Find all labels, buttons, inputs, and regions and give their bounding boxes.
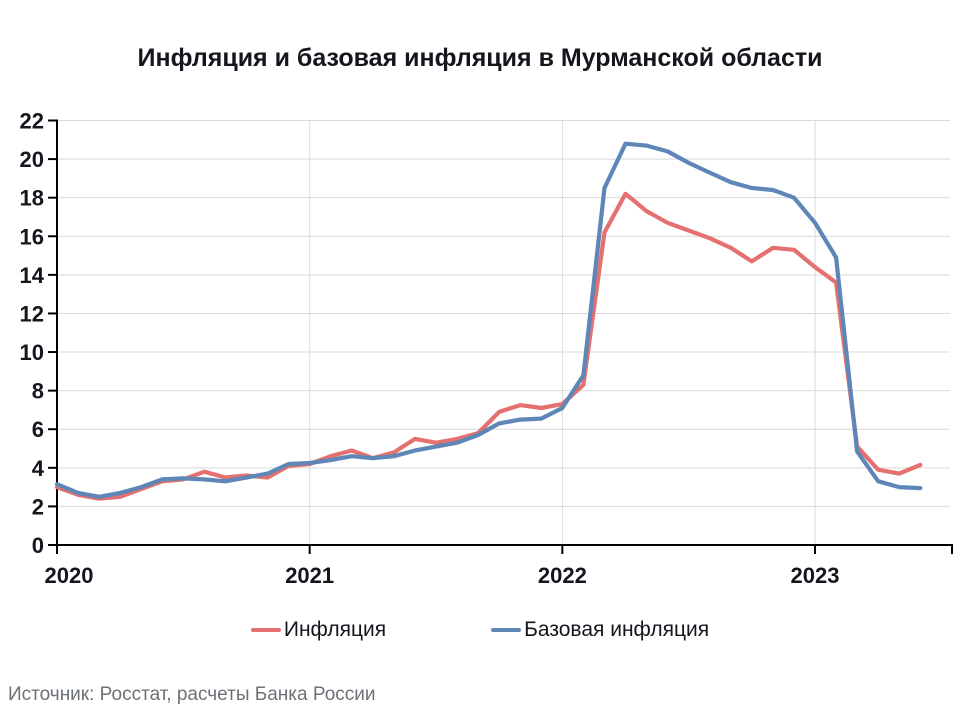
x-tick-label: 2021	[285, 563, 334, 588]
y-tick-label: 14	[20, 263, 45, 288]
chart-title: Инфляция и базовая инфляция в Мурманской…	[137, 44, 823, 72]
y-tick-label: 10	[20, 340, 44, 365]
legend-label-core-inflation: Базовая инфляция	[524, 618, 710, 641]
y-tick-label: 8	[32, 379, 44, 404]
y-tick-label: 2	[32, 494, 44, 519]
y-tick-label: 16	[20, 224, 44, 249]
legend-item-core-inflation: Базовая инфляция	[491, 618, 709, 642]
x-tick-label: 2023	[791, 563, 840, 588]
legend-label-inflation: Инфляция	[283, 618, 387, 641]
x-tick-label: 2020	[45, 563, 94, 588]
y-tick-label: 12	[20, 301, 44, 326]
x-tick-label: 2022	[538, 563, 587, 588]
inflation-line	[54, 191, 923, 501]
y-tick-label: 6	[32, 417, 44, 442]
core-inflation-line	[54, 141, 923, 499]
y-tick-label: 4	[32, 456, 45, 481]
inflation-line-swatch	[250, 628, 281, 632]
source-note: Источник: Росстат, расчеты Банка России	[8, 684, 376, 705]
y-tick-label: 20	[20, 147, 44, 172]
legend-item-inflation: Инфляция	[250, 618, 387, 642]
core-inflation-line-swatch	[491, 628, 522, 632]
y-tick-label: 18	[20, 186, 44, 211]
y-tick-label: 22	[20, 109, 44, 134]
chart-legend: Инфляция Базовая инфляция	[0, 618, 960, 642]
y-tick-label: 0	[32, 533, 44, 558]
